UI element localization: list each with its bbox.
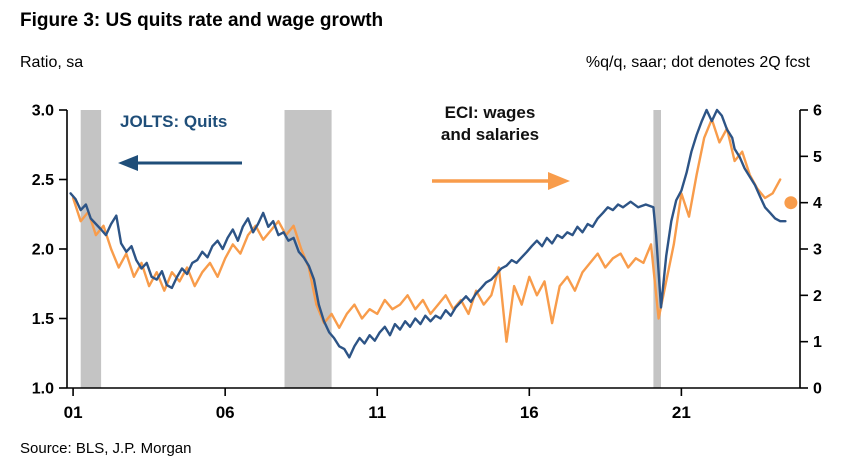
right-axis-tick-label: 6 — [813, 103, 822, 120]
eci-arrow-head — [548, 172, 570, 190]
right-axis-tick-label: 2 — [813, 288, 822, 305]
right-axis-tick-label: 1 — [813, 334, 822, 351]
left-axis-tick-label: 2.0 — [32, 242, 54, 259]
x-axis-tick-label: 16 — [520, 403, 539, 422]
jolts-series-label: JOLTS: Quits — [120, 112, 228, 131]
eci-series-label-line2: and salaries — [440, 125, 540, 145]
eci-line — [71, 118, 782, 343]
jolts-arrow-head — [118, 155, 138, 171]
right-axis-caption: %q/q, saar; dot denotes 2Q fcst — [585, 54, 810, 71]
left-axis-tick-label: 3.0 — [32, 103, 54, 120]
figure-title: Figure 3: US quits rate and wage growth — [20, 10, 384, 31]
left-axis-tick-label: 1.0 — [32, 381, 54, 398]
x-axis-tick-label: 21 — [672, 403, 691, 422]
x-axis-tick-label: 11 — [368, 403, 386, 422]
eci-series-label: ECI: wages and salaries — [406, 102, 574, 146]
recession-band — [80, 110, 102, 388]
right-axis-tick-label: 4 — [813, 195, 822, 212]
x-axis-tick-label: 01 — [64, 403, 83, 422]
left-axis-tick-label: 2.5 — [32, 172, 54, 189]
eci-series-label-line1: ECI: wages — [444, 103, 536, 122]
left-axis-tick-label: 1.5 — [32, 311, 54, 328]
source-note: Source: BLS, J.P. Morgan — [20, 440, 192, 457]
recession-band — [284, 110, 332, 388]
quits-line — [69, 108, 787, 359]
x-axis-tick-label: 06 — [216, 403, 235, 422]
right-axis-tick-label: 0 — [813, 381, 822, 398]
right-axis-tick-label: 5 — [813, 149, 822, 166]
left-axis-caption: Ratio, sa — [20, 54, 84, 71]
forecast-dot — [784, 196, 798, 210]
right-axis-tick-label: 3 — [813, 242, 822, 259]
